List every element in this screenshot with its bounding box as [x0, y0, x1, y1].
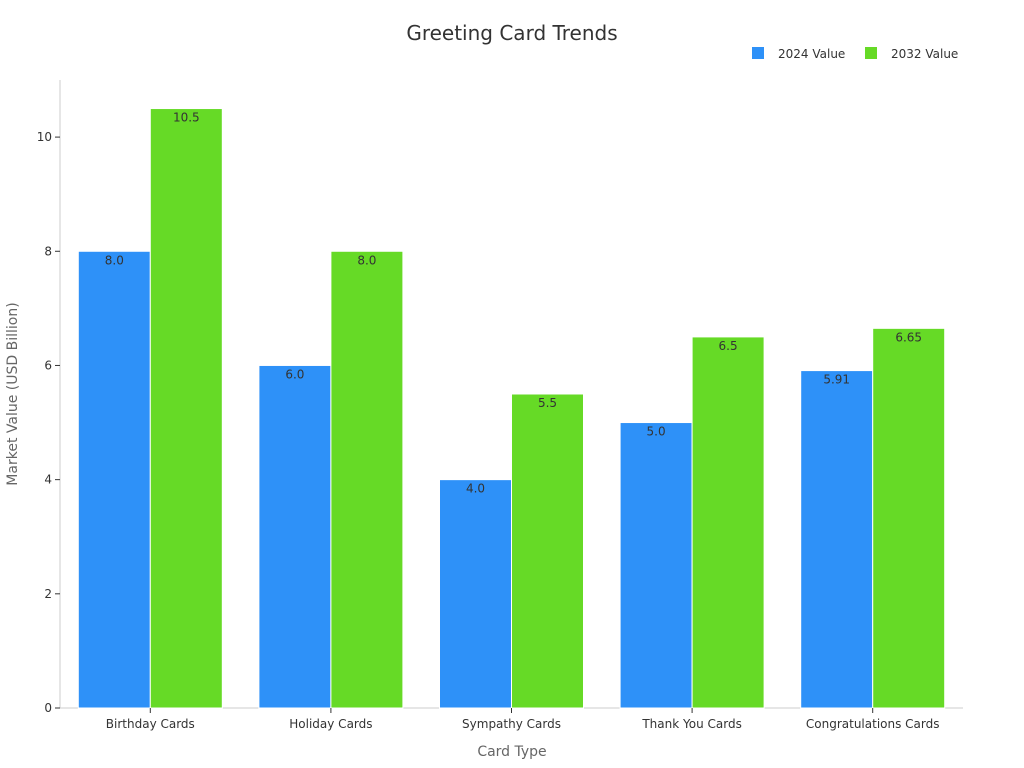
x-tick-label: Sympathy Cards: [462, 717, 561, 731]
x-axis-title: Card Type: [477, 744, 546, 760]
bar-2032: [691, 336, 765, 709]
data-label: 8.0: [357, 253, 376, 267]
x-tick-label: Holiday Cards: [289, 717, 372, 731]
chart-title: Greeting Card Trends: [406, 21, 617, 45]
x-tick-label: Thank You Cards: [641, 717, 741, 731]
bar-2024: [619, 422, 693, 709]
data-label: 6.5: [719, 339, 738, 353]
legend-swatch-2024: [752, 47, 764, 59]
legend-label-2032: 2032 Value: [891, 47, 958, 61]
data-label: 5.91: [823, 373, 850, 387]
y-tick-label: 6: [44, 358, 52, 372]
y-tick-label: 0: [44, 701, 52, 715]
legend-swatch-2032: [865, 47, 877, 59]
bar-2024: [800, 370, 874, 709]
bar-2024: [439, 479, 512, 709]
x-tick-label: Congratulations Cards: [806, 717, 940, 731]
y-tick-label: 10: [37, 130, 52, 144]
legend: 2024 Value 2032 Value: [752, 47, 958, 61]
data-label: 8.0: [105, 253, 124, 267]
bar-2032: [511, 393, 584, 709]
y-axis-title: Market Value (USD Billion): [5, 302, 21, 485]
y-axis-ticks: 0 2 4 6 8 10: [37, 130, 60, 715]
bar-2024: [258, 364, 332, 709]
data-label: 6.0: [285, 367, 304, 381]
legend-label-2024: 2024 Value: [778, 47, 845, 61]
bars: 8.0 10.5 6.0 8.0 4.0 5.5 5.0 6.5 5.91 6.65: [77, 108, 946, 709]
data-label: 4.0: [466, 482, 485, 496]
data-label: 5.5: [538, 396, 557, 410]
y-tick-label: 2: [44, 587, 52, 601]
y-tick-label: 4: [44, 473, 52, 487]
data-label: 5.0: [647, 425, 666, 439]
bar-2024: [77, 250, 151, 709]
y-tick-label: 8: [44, 244, 52, 258]
x-axis-ticks: Birthday Cards Holiday Cards Sympathy Card…: [106, 708, 940, 731]
bar-2032: [149, 108, 223, 709]
data-label: 10.5: [173, 111, 200, 125]
data-label: 6.65: [895, 330, 922, 344]
x-tick-label: Birthday Cards: [106, 717, 195, 731]
bar-2032: [330, 250, 404, 709]
bar-2032: [872, 327, 946, 709]
